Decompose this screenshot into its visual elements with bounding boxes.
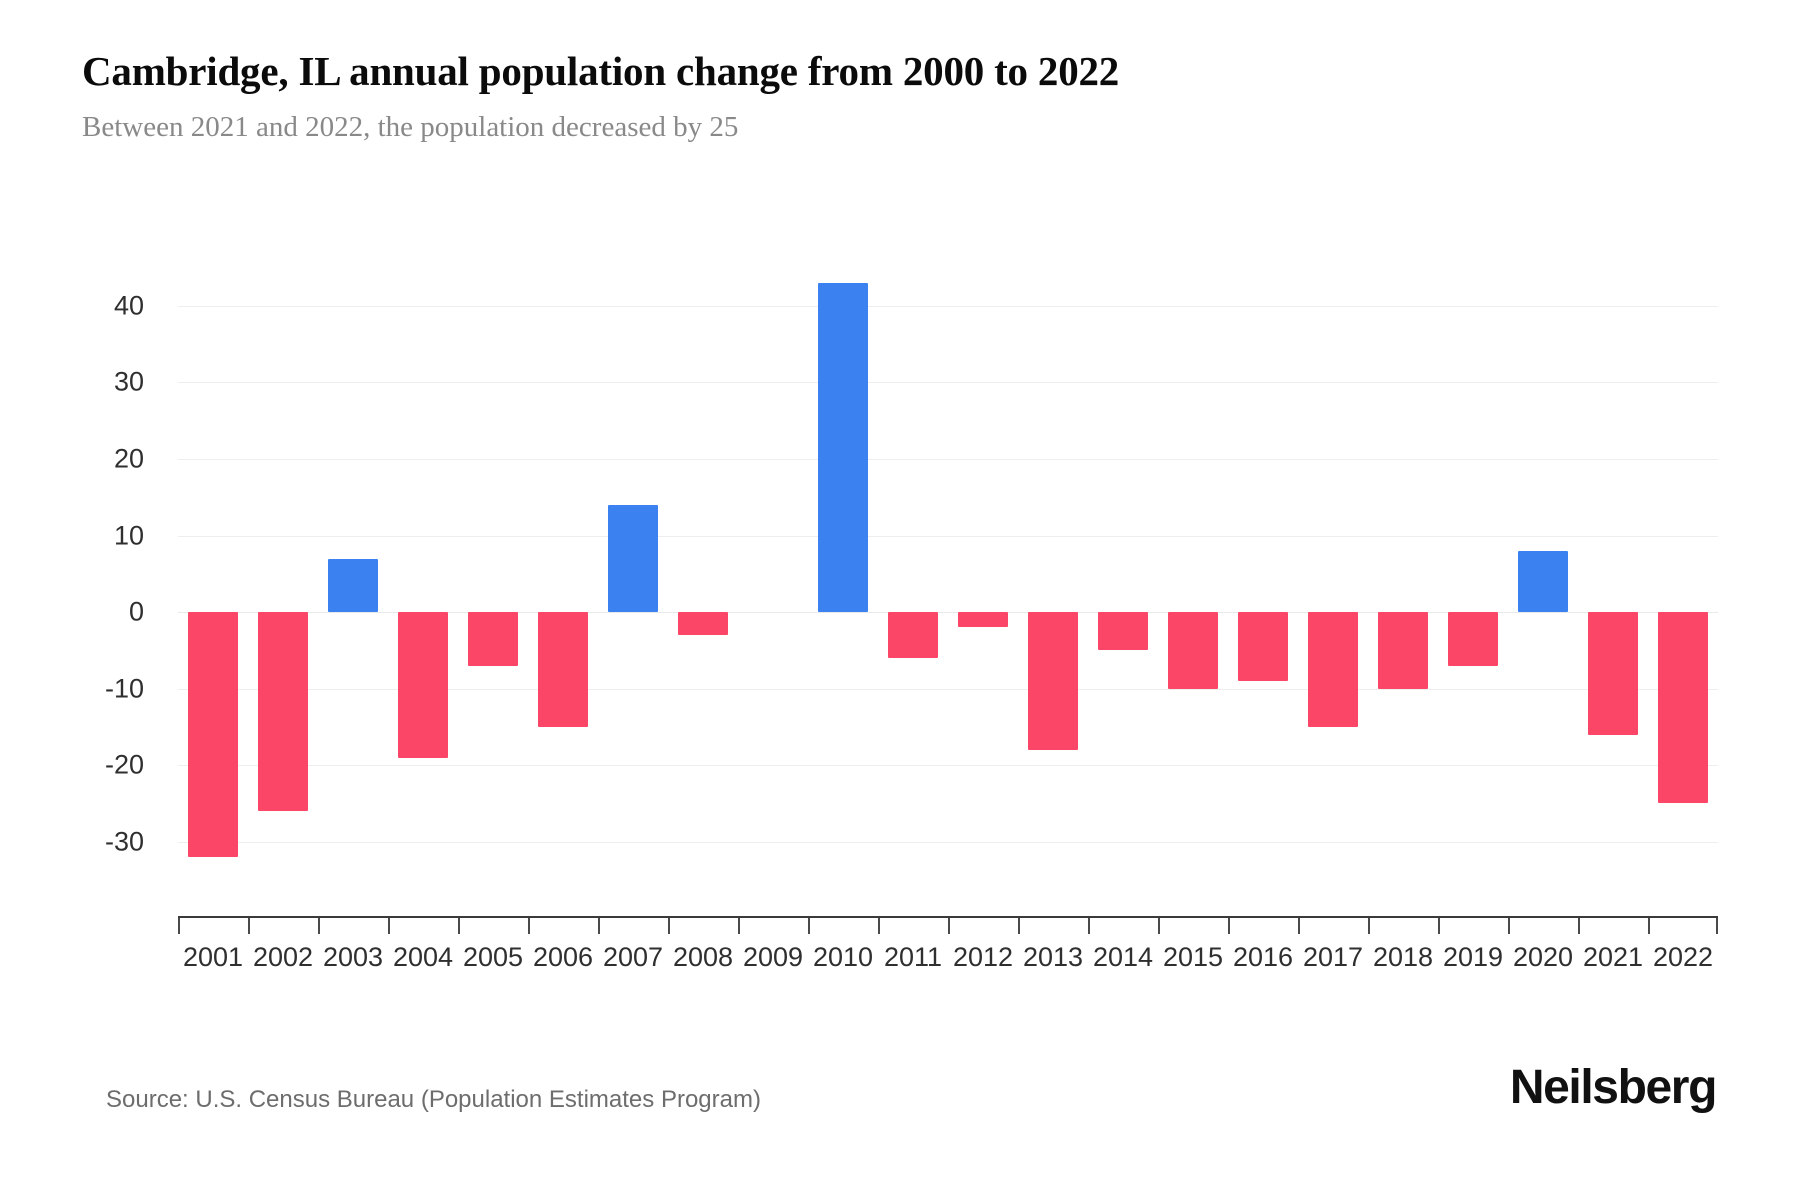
bar-2020[interactable]	[1517, 550, 1569, 613]
x-axis-tick-label: 2008	[672, 942, 734, 972]
x-axis-tick	[1508, 918, 1510, 934]
bar-2013[interactable]	[1027, 612, 1079, 750]
x-axis-tick	[248, 918, 250, 934]
x-axis-tick	[1578, 918, 1580, 934]
gridline--30	[178, 841, 1718, 843]
bar-2001[interactable]	[187, 612, 239, 858]
x-axis-ticks	[178, 918, 1718, 934]
x-axis-tick	[1298, 918, 1300, 934]
x-axis-tick	[598, 918, 600, 934]
x-axis-tick-label: 2021	[1582, 942, 1644, 972]
bar-2004[interactable]	[397, 612, 449, 758]
bar-2022[interactable]	[1657, 612, 1709, 804]
x-axis-tick	[878, 918, 880, 934]
x-axis-tick	[808, 918, 810, 934]
x-axis-tick-label: 2010	[812, 942, 874, 972]
bar-2006[interactable]	[537, 612, 589, 727]
x-axis-tick-label: 2007	[602, 942, 664, 972]
bar-2005[interactable]	[467, 612, 519, 666]
x-axis-tick-label: 2020	[1512, 942, 1574, 972]
x-axis-tick	[528, 918, 530, 934]
x-axis-tick-label: 2002	[252, 942, 314, 972]
gridline-10	[178, 535, 1718, 537]
x-axis-tick-label: 2004	[392, 942, 454, 972]
page-title: Cambridge, IL annual population change f…	[82, 48, 1120, 94]
x-axis-tick	[1368, 918, 1370, 934]
x-axis-tick	[1158, 918, 1160, 934]
y-axis-tick-label: -10	[104, 673, 144, 704]
x-axis-tick	[1648, 918, 1650, 934]
gridlines	[178, 260, 1718, 880]
x-axis-tick-label: 2012	[952, 942, 1014, 972]
x-axis-tick	[178, 918, 180, 934]
gridline--20	[178, 765, 1718, 767]
plot-canvas	[178, 260, 1718, 880]
bar-2021[interactable]	[1587, 612, 1639, 735]
x-axis-tick	[458, 918, 460, 934]
x-axis-tick-label: 2009	[742, 942, 804, 972]
bar-2012[interactable]	[957, 612, 1009, 628]
bar-2019[interactable]	[1447, 612, 1499, 666]
bar-2014[interactable]	[1097, 612, 1149, 651]
x-axis-tick-label: 2011	[883, 942, 943, 972]
x-axis-tick	[948, 918, 950, 934]
x-axis-tick-label: 2022	[1652, 942, 1714, 972]
x-axis-tick-label: 2018	[1372, 942, 1434, 972]
gridline-20	[178, 459, 1718, 460]
x-axis-tick	[318, 918, 320, 934]
y-axis-tick-label: 20	[113, 443, 144, 474]
bar-2003[interactable]	[327, 558, 379, 613]
gridline-40	[178, 305, 1718, 307]
chart-header: Cambridge, IL annual population change f…	[82, 48, 1732, 144]
bar-2008[interactable]	[677, 612, 729, 636]
bar-2018[interactable]	[1377, 612, 1429, 689]
x-axis-tick	[1438, 918, 1440, 934]
x-axis-tick	[668, 918, 670, 934]
bar-2016[interactable]	[1237, 612, 1289, 681]
x-axis-tick-label: 2015	[1162, 942, 1224, 972]
bar-2017[interactable]	[1307, 612, 1359, 727]
x-axis-tick	[738, 918, 740, 934]
x-axis-tick-label: 2013	[1022, 942, 1084, 972]
bar-2002[interactable]	[257, 612, 309, 812]
y-axis-tick-label: 30	[113, 366, 144, 397]
x-axis-labels: 2001 2002 2003 2004 2005 2006 2007 2008 2009 2010…	[178, 942, 1718, 992]
x-axis-tick	[1716, 918, 1718, 934]
bar-2011[interactable]	[887, 612, 939, 659]
y-axis-tick-label: -30	[104, 826, 144, 857]
x-axis-tick-label: 2014	[1092, 942, 1154, 972]
y-axis-tick-label: 10	[113, 520, 144, 551]
x-axis-tick-label: 2017	[1302, 942, 1364, 972]
x-axis-tick-label: 2001	[182, 942, 244, 972]
y-axis-tick-label: -20	[104, 749, 144, 780]
x-axis-tick	[1088, 918, 1090, 934]
source-note: Source: U.S. Census Bureau (Population E…	[106, 1086, 761, 1113]
x-axis-tick-label: 2005	[462, 942, 524, 972]
bar-2015[interactable]	[1167, 612, 1219, 689]
gridline--10	[178, 688, 1718, 690]
x-axis-tick	[388, 918, 390, 934]
x-axis-tick-label: 2003	[322, 942, 384, 972]
x-axis-tick	[1228, 918, 1230, 934]
y-axis-labels: 40 30 20 10 0 -10 -20 -30	[0, 260, 178, 880]
x-axis-tick	[1018, 918, 1020, 934]
gridline-30	[178, 382, 1718, 384]
bar-2007[interactable]	[607, 504, 659, 613]
y-axis-tick-label: 0	[128, 596, 144, 627]
bar-2010[interactable]	[817, 282, 869, 613]
x-axis-tick-label: 2006	[532, 942, 594, 972]
y-axis-tick-label: 40	[113, 290, 144, 321]
x-axis-line	[178, 916, 1718, 918]
x-axis-tick-label: 2019	[1442, 942, 1504, 972]
chart-plot-area: 40 30 20 10 0 -10 -20 -30 2001 2002 2003 2004 2005 2…	[0, 230, 1800, 972]
bar-series	[178, 260, 1718, 880]
brand-logo: Neilsberg	[1509, 1061, 1718, 1114]
gridline-0	[178, 612, 1718, 614]
chart-subtitle: Between 2021 and 2022, the population de…	[82, 111, 739, 144]
x-axis-tick-label: 2016	[1232, 942, 1294, 972]
